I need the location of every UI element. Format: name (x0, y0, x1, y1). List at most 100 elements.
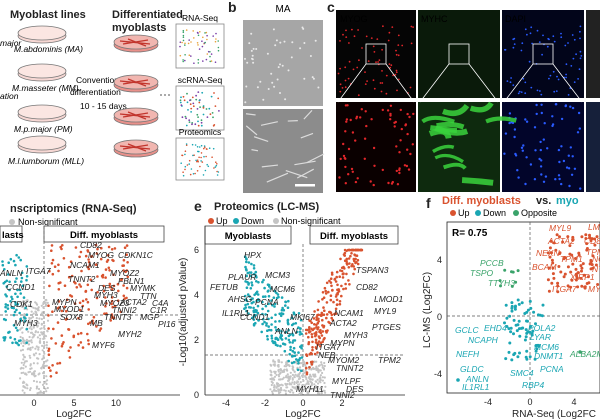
nucleus (358, 59, 360, 62)
point-up (348, 248, 351, 252)
point-up (335, 275, 339, 279)
point-ns (314, 389, 318, 392)
point-down (8, 280, 11, 284)
nucleus (558, 160, 561, 164)
point-up (353, 248, 357, 252)
point-up (90, 255, 94, 258)
point-up (60, 334, 64, 337)
point-up (347, 257, 351, 260)
point-ns (299, 381, 302, 384)
point-ns (21, 331, 24, 334)
point-ns (29, 367, 32, 370)
point-up (107, 266, 111, 270)
point-up (78, 255, 81, 259)
dish-label-mm: M.masseter (MM) (12, 83, 79, 93)
nucleus (567, 94, 570, 96)
nucleus (360, 108, 363, 111)
gene-label-up: CD82 (356, 282, 378, 292)
mini-point (202, 60, 204, 62)
point-down (22, 296, 26, 299)
point-up (95, 296, 99, 300)
point-down (257, 298, 260, 301)
mini-point (189, 99, 191, 102)
point-up (50, 262, 54, 265)
point-up (113, 304, 117, 308)
point-ns (273, 375, 277, 378)
point-ns (27, 339, 31, 342)
point-ns (37, 306, 40, 309)
point-ns (277, 369, 280, 372)
mini-point (182, 174, 185, 177)
point-up (321, 291, 325, 294)
point-ns (41, 358, 44, 361)
panel-letter-b: b (228, 0, 237, 15)
myoblast-lines-title: Myoblast lines (10, 9, 86, 21)
point-ns (323, 364, 326, 368)
point-down (284, 304, 287, 307)
point-down (20, 280, 23, 283)
box-myoblasts-d (0, 225, 23, 243)
point-down (280, 296, 284, 299)
point-up (311, 328, 315, 332)
point-down (13, 310, 17, 314)
nucleus (342, 33, 344, 36)
point-ns (312, 374, 315, 377)
cell (255, 48, 258, 50)
gene-label-up: NCAM1 (70, 260, 100, 270)
point-ns (314, 385, 317, 388)
legend-ns-e: Non-significant (281, 216, 341, 226)
point-up (323, 336, 326, 340)
point-up (79, 341, 83, 344)
point-ns (29, 300, 32, 303)
point-up (585, 242, 589, 246)
mini-point (204, 169, 207, 172)
point-down (269, 328, 273, 332)
mini-point (204, 146, 206, 148)
gene-label-down: CCND1 (240, 312, 270, 322)
point-up (345, 249, 348, 253)
point-ns (34, 331, 37, 334)
point-up (69, 260, 73, 264)
nucleus (579, 25, 582, 28)
cell (299, 47, 302, 50)
nucleus (398, 151, 401, 154)
omics-label-rnaseq: RNA-Seq (182, 13, 218, 23)
mini-point (196, 146, 199, 148)
legend-down-e: Down (241, 216, 264, 226)
point-up (343, 267, 346, 270)
mini-point (179, 41, 182, 43)
point-ns (40, 367, 43, 370)
nucleus (373, 51, 376, 53)
point-ns (269, 363, 272, 366)
gene-label-down: PCNA (255, 297, 279, 307)
mini-point (205, 58, 208, 61)
nucleus (535, 112, 538, 116)
mini-point (182, 34, 185, 37)
point-up (563, 272, 567, 276)
point-up (549, 239, 553, 243)
point-down (249, 287, 253, 290)
point-down (9, 257, 13, 261)
point-ns (295, 362, 298, 365)
f-xtick-m4: -4 (484, 397, 492, 407)
nucleus (387, 181, 390, 185)
nucleus (397, 34, 400, 37)
panel-letter-c: c (327, 0, 335, 15)
point-up (325, 313, 329, 316)
mini-point (188, 39, 190, 41)
point-ns (26, 387, 29, 390)
point-up (336, 288, 339, 292)
nucleus (539, 165, 543, 168)
nucleus (389, 104, 393, 108)
myotube (245, 113, 256, 116)
f-plot-frame (446, 221, 600, 394)
mini-point (200, 160, 202, 162)
point-up (348, 283, 351, 286)
point-up (69, 346, 72, 349)
point-down (17, 343, 21, 347)
point-up (322, 306, 325, 309)
nucleus (521, 42, 524, 45)
point-ns (289, 391, 292, 394)
mini-point (205, 155, 207, 158)
point-down (300, 346, 303, 350)
